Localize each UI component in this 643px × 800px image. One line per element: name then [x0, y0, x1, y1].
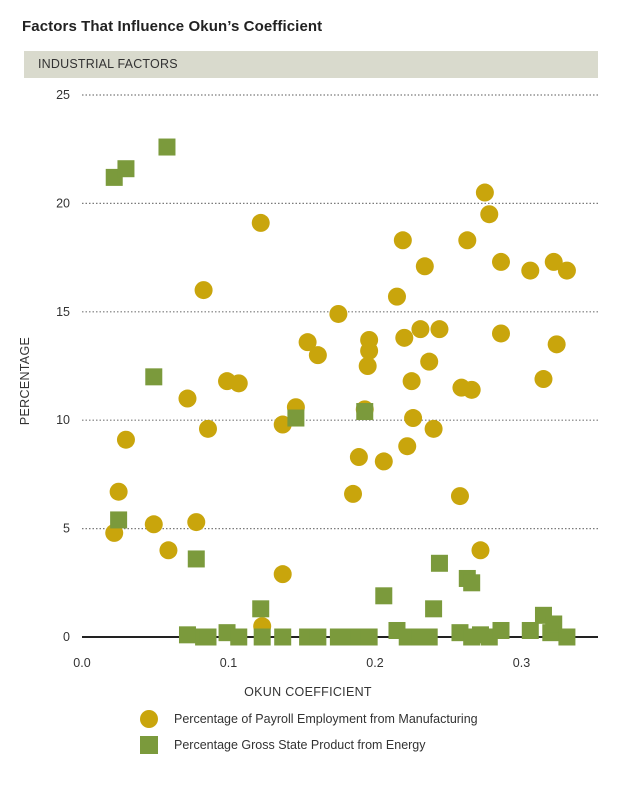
scatter-plot: 0 5 10 15 20 25 0.0 0.1 0.2 0.3 PERCENTAGE OKUN …	[18, 88, 598, 699]
manufacturing-point	[159, 541, 178, 560]
manufacturing-series	[105, 183, 576, 636]
energy-series	[105, 138, 576, 646]
energy-point	[356, 403, 374, 421]
y-tick-label: 15	[56, 305, 70, 319]
x-tick-label: 0.2	[366, 656, 383, 670]
energy-point	[274, 628, 292, 646]
manufacturing-point	[393, 231, 412, 250]
y-tick-label: 0	[63, 630, 70, 644]
energy-point	[199, 628, 217, 646]
energy-point	[145, 368, 163, 386]
energy-point	[360, 628, 378, 646]
legend-circle-marker	[140, 710, 158, 728]
manufacturing-point	[557, 261, 576, 280]
manufacturing-point	[298, 333, 317, 352]
x-tick-label: 0.0	[73, 656, 90, 670]
energy-point	[463, 574, 481, 592]
legend-label-energy: Percentage Gross State Product from Ener…	[174, 738, 426, 752]
energy-point	[252, 600, 270, 618]
manufacturing-point	[116, 430, 135, 449]
manufacturing-point	[187, 513, 206, 532]
energy-point	[430, 554, 448, 572]
energy-point	[309, 628, 327, 646]
manufacturing-point	[430, 320, 449, 339]
energy-point	[253, 628, 271, 646]
energy-point	[545, 615, 563, 633]
manufacturing-point	[458, 231, 477, 250]
manufacturing-point	[402, 372, 421, 391]
energy-point	[420, 628, 438, 646]
manufacturing-point	[424, 419, 443, 438]
manufacturing-point	[374, 452, 393, 471]
manufacturing-point	[109, 482, 128, 501]
energy-point	[110, 511, 128, 529]
manufacturing-point	[450, 487, 469, 506]
manufacturing-point	[480, 205, 499, 224]
energy-point	[230, 628, 248, 646]
manufacturing-point	[471, 541, 490, 560]
y-tick-label: 25	[56, 88, 70, 102]
manufacturing-point	[194, 281, 213, 300]
energy-point	[558, 628, 576, 646]
manufacturing-point	[521, 261, 540, 280]
energy-point	[187, 550, 205, 568]
energy-point	[178, 626, 196, 644]
legend-square-marker	[140, 736, 158, 754]
y-axis-label: PERCENTAGE	[18, 337, 32, 425]
legend-label-manufacturing: Percentage of Payroll Employment from Ma…	[174, 712, 478, 726]
chart-subtitle: INDUSTRIAL FACTORS	[38, 57, 178, 71]
manufacturing-point	[178, 389, 197, 408]
energy-point	[158, 138, 176, 156]
manufacturing-point	[491, 324, 510, 343]
manufacturing-point	[273, 565, 292, 584]
manufacturing-point	[329, 304, 348, 323]
manufacturing-point	[349, 448, 368, 467]
subtitle-panel: INDUSTRIAL FACTORS	[24, 51, 598, 78]
manufacturing-point	[398, 437, 417, 456]
x-axis-ticks: 0.0 0.1 0.2 0.3	[73, 656, 530, 670]
energy-point	[521, 621, 539, 639]
manufacturing-point	[395, 328, 414, 347]
manufacturing-point	[344, 484, 363, 503]
manufacturing-point	[358, 357, 377, 375]
energy-point	[492, 621, 510, 639]
y-tick-label: 20	[56, 196, 70, 210]
manufacturing-point	[360, 330, 379, 349]
x-tick-label: 0.3	[513, 656, 530, 670]
energy-point	[329, 628, 347, 646]
energy-point	[117, 160, 135, 178]
manufacturing-point	[420, 352, 439, 371]
manufacturing-point	[251, 213, 270, 232]
manufacturing-point	[308, 346, 327, 365]
energy-point	[287, 409, 305, 427]
manufacturing-point	[491, 252, 510, 271]
x-axis-label: OKUN COEFFICIENT	[244, 685, 372, 699]
manufacturing-point	[547, 335, 566, 354]
manufacturing-point	[273, 415, 292, 434]
y-tick-label: 10	[56, 413, 70, 427]
manufacturing-point	[105, 523, 124, 542]
energy-point	[425, 600, 443, 618]
manufacturing-point	[415, 257, 434, 276]
manufacturing-point	[534, 370, 553, 389]
y-axis-ticks: 0 5 10 15 20 25	[56, 88, 70, 644]
manufacturing-point	[544, 252, 563, 271]
manufacturing-point	[411, 320, 430, 339]
chart-title: Factors That Influence Okun’s Coefficien…	[22, 18, 323, 35]
manufacturing-point	[387, 287, 406, 306]
manufacturing-point	[404, 409, 423, 428]
manufacturing-point	[198, 419, 217, 438]
y-tick-label: 5	[63, 522, 70, 536]
energy-point	[375, 587, 393, 605]
manufacturing-point	[144, 515, 163, 534]
manufacturing-point	[475, 183, 494, 202]
manufacturing-point	[462, 380, 481, 399]
manufacturing-point	[229, 374, 248, 393]
x-tick-label: 0.1	[220, 656, 237, 670]
